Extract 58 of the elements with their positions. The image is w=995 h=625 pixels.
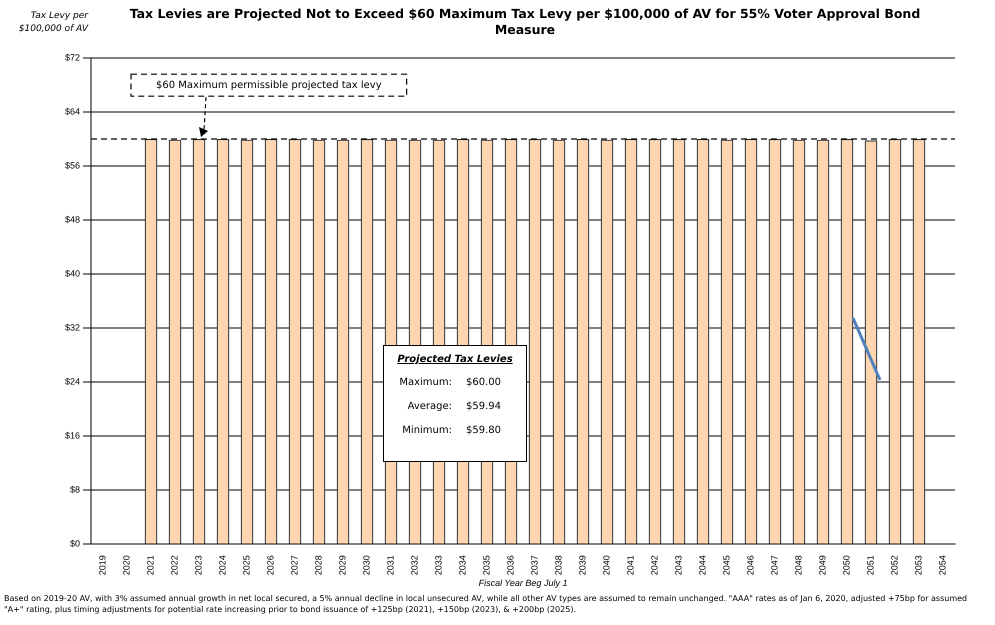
y-tick-label: $64 bbox=[64, 106, 80, 117]
x-tick-label: 2034 bbox=[457, 555, 468, 576]
x-tick-label: 2032 bbox=[409, 555, 420, 576]
x-tick-label: 2026 bbox=[265, 555, 276, 576]
x-tick-label: 2038 bbox=[553, 555, 564, 576]
x-tick-label: 2049 bbox=[817, 555, 828, 576]
annotation: Average: bbox=[406, 400, 453, 412]
x-tick-label: 2037 bbox=[529, 555, 540, 576]
x-tick-label: 2046 bbox=[745, 555, 756, 576]
x-tick-label: 2047 bbox=[769, 555, 780, 576]
chart-title: Tax Levies are Projected Not to Exceed $60 Maximum Tax Levy per $100,000 of AV for 55% Voter Approval Bond Measure bbox=[128, 6, 922, 38]
x-tick-label: 2040 bbox=[601, 555, 612, 576]
y-tick-label: $56 bbox=[64, 160, 80, 171]
x-tick-label: 2035 bbox=[481, 555, 492, 576]
annotation: $59.80 bbox=[466, 424, 501, 436]
ref-line-label: $60 Maximum permissible projected tax levy bbox=[156, 80, 382, 91]
x-tick-label: 2027 bbox=[289, 555, 300, 576]
y-tick-label: $72 bbox=[64, 52, 80, 62]
x-tick-label: 2028 bbox=[313, 555, 324, 576]
y-tick-label: $24 bbox=[64, 376, 80, 387]
x-tick-label: 2054 bbox=[937, 555, 948, 576]
x-tick-label: 2019 bbox=[98, 555, 108, 576]
x-tick-label: 2043 bbox=[673, 555, 684, 576]
y-tick-label: $48 bbox=[64, 214, 80, 225]
annotation: Projected Tax Levies bbox=[396, 354, 514, 365]
x-tick-label: 2030 bbox=[361, 555, 372, 576]
x-tick-label: 2044 bbox=[697, 555, 708, 576]
x-tick-label: 2021 bbox=[146, 555, 156, 576]
x-tick-label: 2045 bbox=[721, 555, 732, 576]
x-tick-label: 2024 bbox=[218, 555, 228, 576]
x-tick-label: 2029 bbox=[337, 555, 348, 576]
x-tick-label: 2053 bbox=[913, 555, 924, 576]
x-tick-label: 2025 bbox=[242, 555, 252, 576]
x-tick-label: 2022 bbox=[170, 555, 180, 576]
x-tick-label: 2041 bbox=[625, 555, 636, 576]
y-tick-label: $16 bbox=[64, 430, 80, 441]
y-tick-label: $8 bbox=[70, 484, 80, 495]
x-tick-label: 2023 bbox=[194, 555, 204, 576]
annotation: $60.00 bbox=[466, 376, 501, 388]
annotation: Minimum: bbox=[401, 424, 453, 436]
annotation: $59.94 bbox=[466, 400, 501, 412]
y-tick-label: $0 bbox=[70, 538, 80, 549]
x-tick-label: 2042 bbox=[649, 555, 660, 576]
annotation: Maximum: bbox=[398, 376, 453, 388]
x-tick-label: 2052 bbox=[889, 555, 900, 576]
x-tick-label: 2039 bbox=[577, 555, 588, 576]
x-tick-label: 2020 bbox=[122, 555, 132, 576]
y-axis-title: Tax Levy per $100,000 of AV bbox=[18, 10, 88, 36]
x-tick-label: 2051 bbox=[865, 555, 876, 576]
text: Based on 2019-20 AV, with 3% assumed annual growth in net local secured, a 5% annual decline in local unsecured AV, while all other AV types are assumed to remain unchanged. "AAA" rates as of Jan 6, 2020, adjusted +75bp for assumed "A+" rating, plus timing adjustments for potential rate increasing prior to bond issuance of +125bp (2021), +150bp (2023), & +200bp (2025). bbox=[4, 593, 968, 615]
x-tick-label: 2048 bbox=[793, 555, 804, 576]
x-tick-label: 2031 bbox=[385, 555, 396, 576]
x-axis-title: Fiscal Year Beg July 1 bbox=[478, 578, 568, 588]
y-tick-label: $40 bbox=[64, 268, 80, 279]
x-tick-label: 2033 bbox=[433, 555, 444, 576]
x-tick-label: 2050 bbox=[841, 555, 852, 576]
y-tick-label: $32 bbox=[64, 322, 80, 333]
x-tick-label: 2036 bbox=[505, 555, 516, 576]
